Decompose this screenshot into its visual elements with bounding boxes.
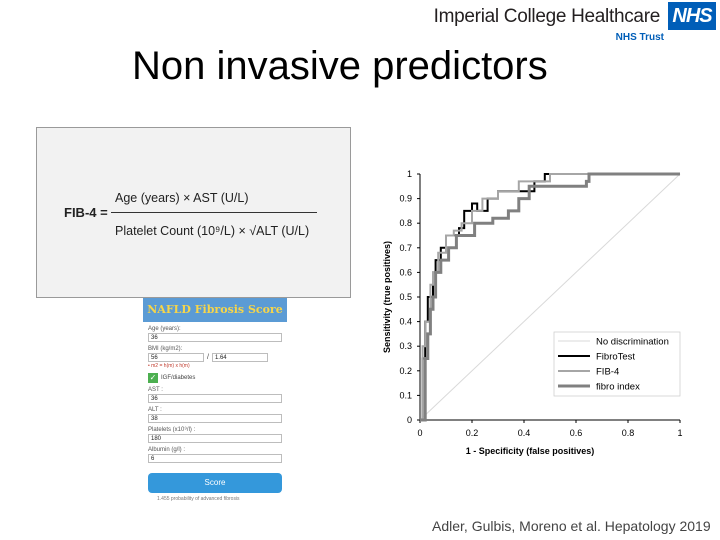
y-tick-label: 0: [407, 415, 412, 425]
x-tick-label: 0.4: [518, 428, 531, 438]
y-tick-label: 0.8: [399, 218, 412, 228]
ifg-checkbox-row[interactable]: ✓ IGF/diabetes: [148, 373, 287, 383]
alt-label: ALT :: [148, 407, 162, 413]
y-tick-label: 0.9: [399, 194, 412, 204]
platelets-input[interactable]: 180: [148, 434, 282, 443]
y-tick-label: 0.5: [399, 292, 412, 302]
platelets-label: Platelets (x10⁹/l) :: [148, 427, 196, 433]
y-tick-label: 1: [407, 169, 412, 179]
weight-input[interactable]: 56: [148, 353, 204, 362]
citation: Adler, Gulbis, Moreno et al. Hepatology …: [432, 518, 711, 534]
y-tick-label: 0.6: [399, 267, 412, 277]
ast-label: AST :: [148, 387, 163, 393]
age-label: Age (years):: [148, 326, 181, 332]
legend-label: FibroTest: [596, 352, 635, 363]
brand-name: Imperial College Healthcare: [433, 6, 661, 27]
albumin-label: Albumin (g/l) :: [148, 447, 186, 453]
x-tick-label: 1: [677, 428, 682, 438]
calculator-footer: 1.455 probability of advanced fibrosis: [157, 496, 240, 502]
x-tick-label: 0.8: [622, 428, 635, 438]
series-line-3: [420, 172, 680, 422]
y-tick-label: 0.1: [399, 390, 412, 400]
legend-label: No discrimination: [596, 337, 669, 348]
fraction-bar: [111, 212, 317, 213]
bmi-row: 56 / 1.64: [148, 353, 287, 362]
checkmark-icon[interactable]: ✓: [148, 373, 158, 383]
series-line-0: [419, 173, 681, 421]
x-tick-label: 0.2: [466, 428, 479, 438]
y-tick-label: 0.4: [399, 317, 412, 327]
x-tick-label: 0: [417, 428, 422, 438]
y-axis-label: Sensitivity (true positives): [382, 241, 392, 353]
nafld-calculator: NAFLD Fibrosis Score Age (years): 36 BMI…: [143, 298, 287, 540]
legend-label: FIB-4: [596, 367, 619, 378]
slash-divider: /: [207, 354, 209, 361]
fib4-label: FIB-4 =: [64, 205, 108, 220]
fib4-numerator: Age (years) × AST (U/L): [115, 191, 249, 205]
ast-input[interactable]: 36: [148, 394, 282, 403]
y-tick-label: 0.7: [399, 243, 412, 253]
x-tick-label: 0.6: [570, 428, 583, 438]
calculator-title: NAFLD Fibrosis Score: [143, 298, 287, 322]
y-tick-label: 0.2: [399, 366, 412, 376]
bmi-label: BMI (kg/m2):: [148, 346, 183, 352]
series-line-2: [420, 173, 680, 421]
x-axis-label: 1 - Specificity (false positives): [466, 446, 595, 456]
bmi-hint: • m2 = h(m) x h(m): [148, 363, 190, 369]
ifg-label: IGF/diabetes: [161, 375, 196, 381]
score-button[interactable]: Score: [148, 473, 282, 493]
nhs-logo: NHS: [668, 2, 716, 30]
height-input[interactable]: 1.64: [211, 353, 268, 362]
alt-input[interactable]: 38: [148, 414, 282, 423]
brand-header: Imperial College Healthcare NHS Trust NH…: [434, 2, 716, 48]
legend-label: fibro index: [596, 382, 640, 393]
albumin-input[interactable]: 6: [148, 454, 282, 463]
roc-chart: 0 0.1 0.2 0.3 0.4 0.5 0.6 0.7 0.8 0.9 1 0 0.2 0.4 0.6 0…: [382, 169, 683, 456]
brand-trust: NHS Trust: [615, 32, 664, 43]
fib4-denominator: Platelet Count (10⁹/L) × √ALT (U/L): [115, 224, 310, 238]
fib4-formula-panel: FIB-4 = Age (years) × AST (U/L) Platelet…: [36, 127, 351, 298]
y-tick-label: 0.3: [399, 341, 412, 351]
age-input[interactable]: 36: [148, 333, 282, 342]
page-title: Non invasive predictors: [132, 44, 548, 88]
